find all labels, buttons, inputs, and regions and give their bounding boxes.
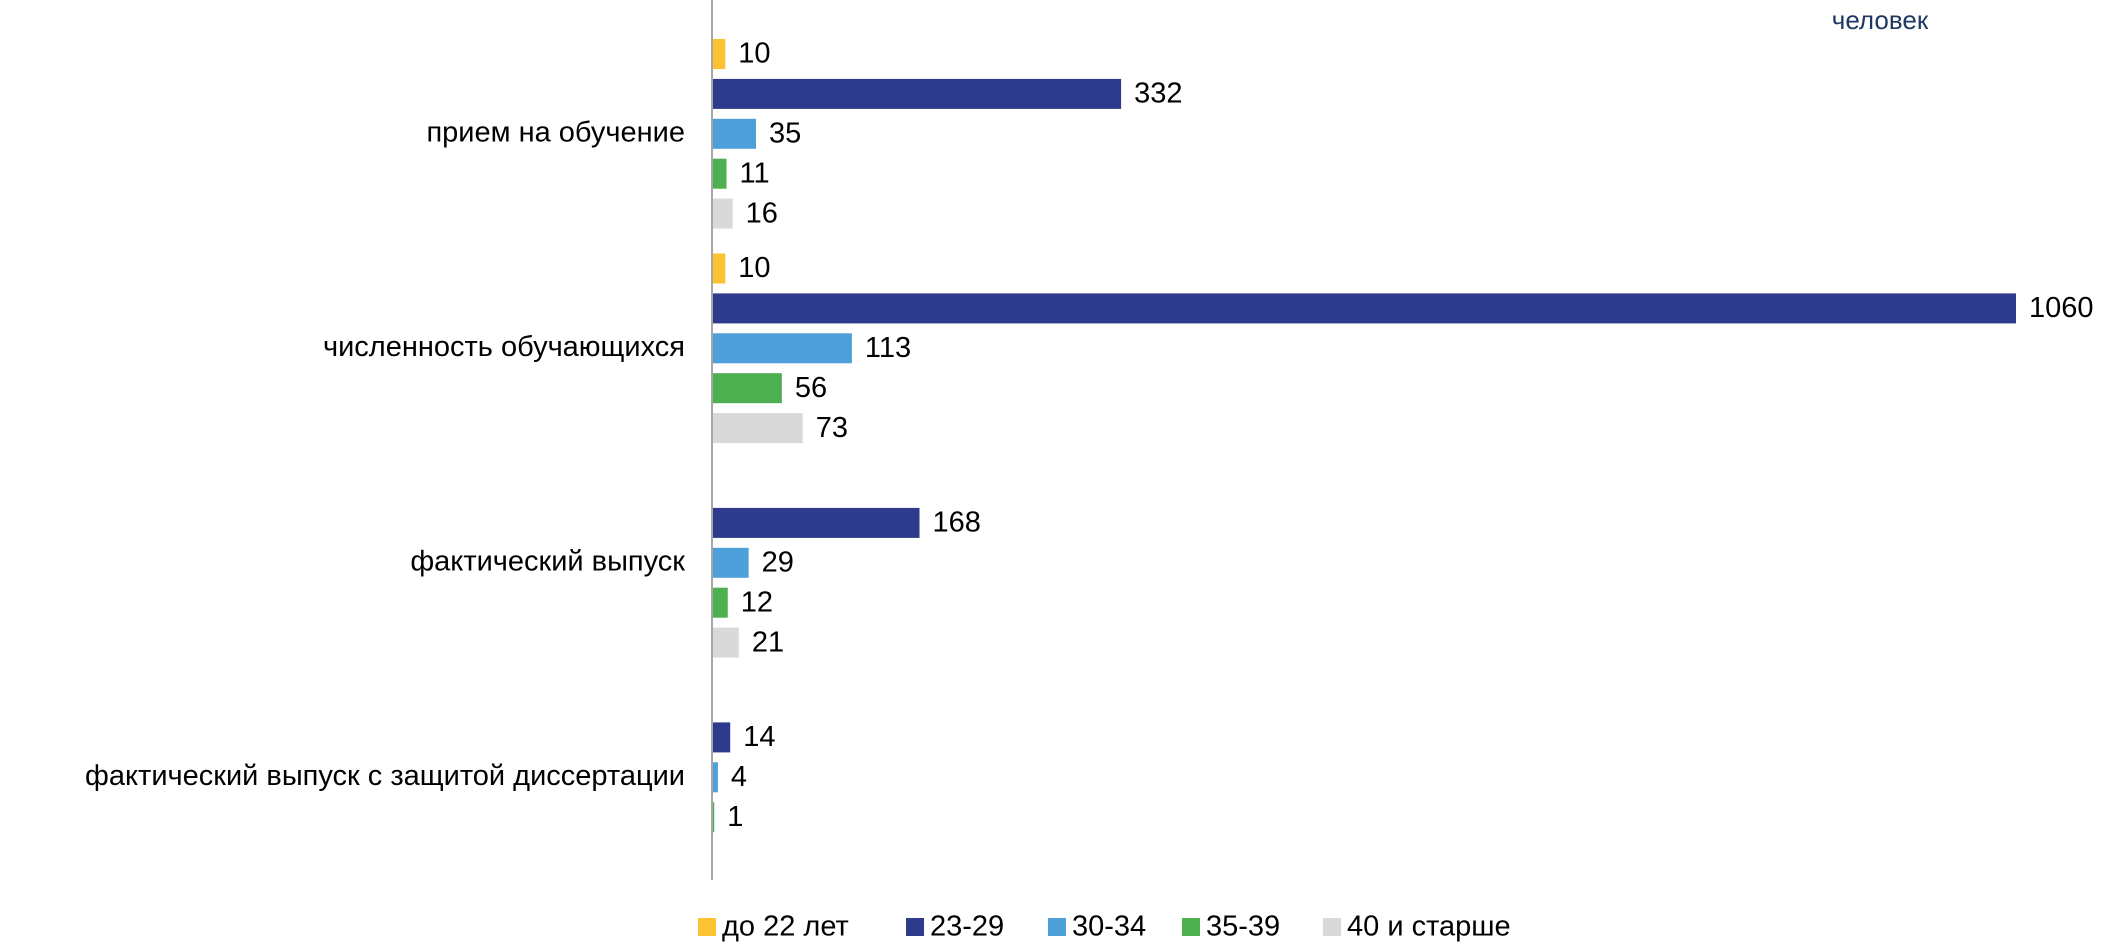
value-label: 1060: [2029, 292, 2094, 324]
value-label: 56: [795, 372, 827, 404]
bar: [713, 158, 727, 189]
value-label: 21: [752, 626, 784, 658]
bar: [713, 802, 715, 833]
category-label: численность обучающихся: [323, 331, 685, 363]
value-label: 73: [816, 412, 848, 444]
bar: [713, 722, 731, 753]
bar: [713, 373, 782, 404]
bar: [713, 198, 733, 229]
value-label: 168: [933, 507, 981, 539]
value-label: 12: [741, 586, 773, 618]
legend-label: до 22 лет: [722, 911, 849, 942]
legend-label: 23-29: [930, 911, 1004, 942]
legend-swatch: [1048, 918, 1066, 936]
bar: [713, 627, 739, 658]
value-label: 11: [740, 157, 770, 189]
legend-label: 30-34: [1072, 911, 1146, 942]
bar: [713, 78, 1122, 109]
legend-label: 35-39: [1206, 911, 1280, 942]
value-label: 113: [865, 332, 911, 364]
legend-swatch: [1323, 918, 1341, 936]
bar: [713, 118, 757, 149]
bar: [713, 762, 718, 793]
value-label: 29: [762, 546, 794, 578]
legend-swatch: [1182, 918, 1200, 936]
bar: [713, 413, 803, 444]
bar: [713, 293, 2016, 324]
value-label: 10: [738, 38, 770, 70]
category-label: фактический выпуск с защитой диссертации: [85, 760, 685, 792]
bar: [713, 253, 726, 284]
bar: [713, 547, 749, 578]
bar: [713, 333, 852, 364]
value-label: 14: [743, 721, 775, 753]
legend-swatch: [698, 918, 716, 936]
bar: [713, 39, 726, 69]
value-label: 35: [769, 117, 801, 149]
legend-label: 40 и старше: [1347, 911, 1511, 942]
value-label: 4: [731, 761, 747, 793]
unit-label: человек: [1832, 5, 1929, 35]
value-label: 10: [738, 252, 770, 284]
bar: [713, 587, 728, 618]
category-label: фактический выпуск: [410, 545, 685, 577]
category-label: прием на обучение: [426, 116, 685, 148]
bar: [713, 507, 920, 538]
legend-swatch: [906, 918, 924, 936]
value-label: 16: [746, 197, 778, 229]
value-label: 1: [727, 801, 743, 833]
value-label: 332: [1134, 78, 1182, 110]
